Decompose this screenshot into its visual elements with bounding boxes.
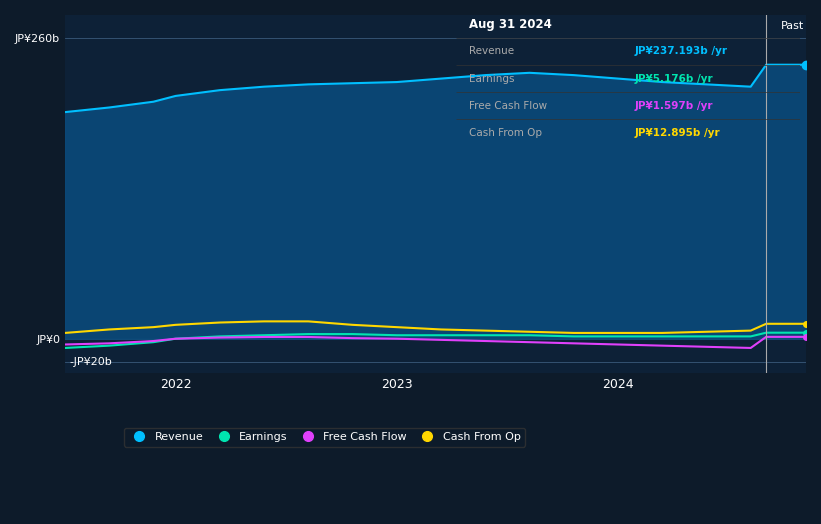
Legend: Revenue, Earnings, Free Cash Flow, Cash From Op: Revenue, Earnings, Free Cash Flow, Cash …: [124, 428, 525, 446]
Text: JP¥1.597b /yr: JP¥1.597b /yr: [635, 101, 713, 111]
Text: -JP¥20b: -JP¥20b: [70, 357, 112, 367]
Text: JP¥12.895b /yr: JP¥12.895b /yr: [635, 128, 721, 138]
Text: JP¥237.193b /yr: JP¥237.193b /yr: [635, 46, 728, 57]
Text: Past: Past: [781, 21, 804, 31]
Text: Cash From Op: Cash From Op: [470, 128, 543, 138]
Text: JP¥5.176b /yr: JP¥5.176b /yr: [635, 73, 713, 84]
Text: Aug 31 2024: Aug 31 2024: [470, 18, 553, 30]
Text: Earnings: Earnings: [470, 73, 515, 84]
Text: Free Cash Flow: Free Cash Flow: [470, 101, 548, 111]
Text: Revenue: Revenue: [470, 46, 515, 57]
